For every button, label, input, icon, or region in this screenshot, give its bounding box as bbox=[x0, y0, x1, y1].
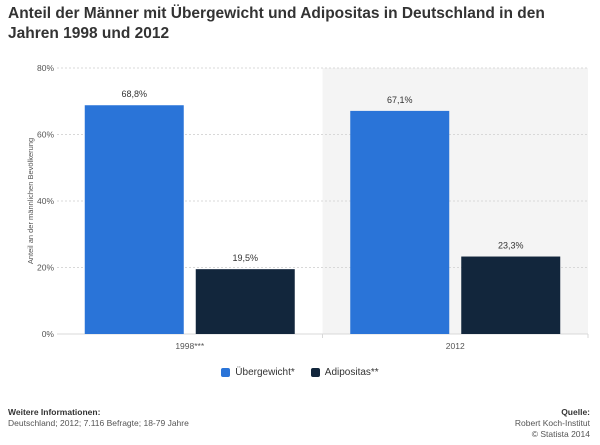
bar bbox=[84, 105, 184, 335]
y-tick-label: 20% bbox=[37, 263, 54, 273]
bar-chart: 0% 20% 40% 60% 80% Anteil an der männlichen B… bbox=[26, 63, 589, 351]
y-tick-label: 0% bbox=[42, 329, 55, 339]
legend-item-adipositas[interactable]: Adipositas** bbox=[310, 367, 379, 378]
source-heading: Quelle: bbox=[561, 407, 590, 417]
legend-swatch-adipositas bbox=[310, 368, 320, 377]
source-text: Robert Koch-Institut bbox=[514, 418, 590, 428]
x-tick-label: 2012 bbox=[446, 341, 465, 351]
bar-value-label: 68,8% bbox=[121, 89, 147, 99]
further-info: Weitere Informationen: Deutschland; 2012… bbox=[8, 407, 189, 429]
legend-label-adipositas: Adipositas** bbox=[324, 367, 379, 378]
x-tick-label: 1998*** bbox=[175, 341, 205, 351]
bar bbox=[461, 256, 561, 334]
further-info-text: Deutschland; 2012; 7.116 Befragte; 18-79… bbox=[8, 418, 189, 428]
y-tick-label: 40% bbox=[37, 196, 54, 206]
legend-item-uebergewicht[interactable]: Übergewicht* bbox=[221, 367, 295, 378]
y-tick-label: 60% bbox=[37, 130, 54, 140]
legend: Übergewicht* Adipositas** bbox=[0, 367, 600, 378]
copyright-text: © Statista 2014 bbox=[531, 429, 590, 439]
bar-value-label: 23,3% bbox=[498, 241, 524, 251]
further-info-heading: Weitere Informationen: bbox=[8, 407, 101, 417]
source-info: Quelle: Robert Koch-Institut © Statista … bbox=[515, 407, 590, 440]
legend-label-uebergewicht: Übergewicht* bbox=[235, 367, 295, 378]
legend-swatch-uebergewicht bbox=[221, 368, 231, 377]
y-tick-label: 80% bbox=[37, 63, 54, 73]
bar-value-label: 19,5% bbox=[232, 253, 258, 263]
chart-title: Anteil der Männer mit Übergewicht und Ad… bbox=[8, 5, 545, 42]
bar-value-label: 67,1% bbox=[387, 95, 413, 105]
bar bbox=[350, 110, 450, 334]
y-axis-label: Anteil an der männlichen Bevölkerung bbox=[26, 138, 35, 264]
bar bbox=[195, 269, 295, 334]
